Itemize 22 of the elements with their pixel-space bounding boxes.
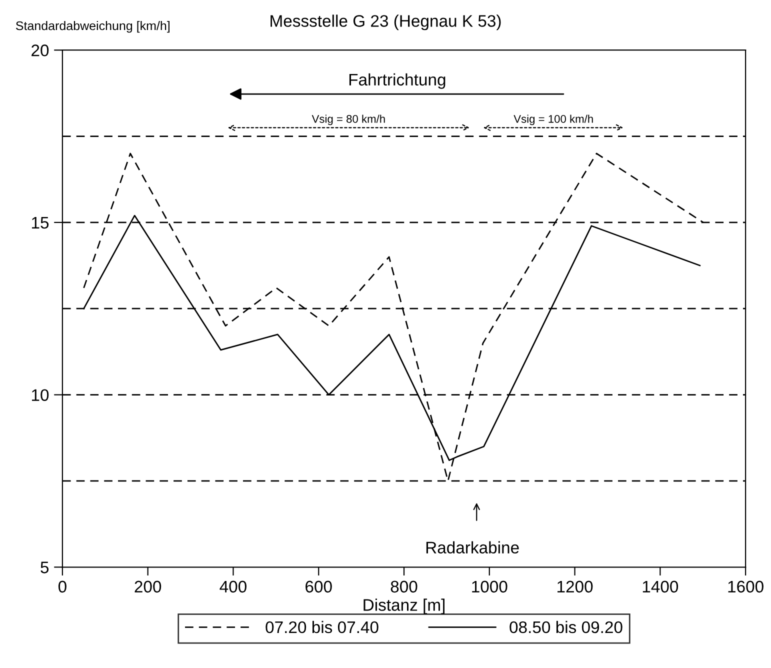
x-tick-label: 200	[134, 580, 162, 593]
annotation: Fahrtrichtung	[349, 73, 446, 89]
y-tick-label: 20	[32, 44, 49, 56]
x-tick-label: 1400	[642, 580, 678, 593]
annotation: Radarkabine	[426, 541, 519, 554]
y-tick-label: 5	[40, 562, 49, 574]
x-tick-label: 400	[220, 580, 246, 593]
x-tick-label: 600	[306, 580, 332, 593]
y-tick-label: 15	[32, 217, 49, 229]
legend-label: 08.50 bis 09.20	[510, 620, 622, 634]
x-tick-label: 1200	[558, 580, 593, 593]
chart-title: Messstelle G 23 (Hegnau K 53)	[270, 14, 501, 30]
annotation: Vsig = 80 km/h	[312, 114, 385, 126]
x-tick-label: 1600	[728, 580, 764, 593]
annotation: Vsig = 100 km/h	[514, 114, 593, 126]
y-axis-title: Standardabweichung [km/h]	[16, 21, 170, 33]
x-tick-label: 800	[390, 580, 418, 593]
y-tick-label: 10	[32, 389, 49, 401]
x-tick-label: 0	[58, 580, 66, 593]
x-tick-label: 1000	[472, 580, 508, 593]
x-axis-title: Distanz [m]	[364, 598, 444, 614]
legend-label: 07.20 bis 07.40	[266, 620, 378, 634]
